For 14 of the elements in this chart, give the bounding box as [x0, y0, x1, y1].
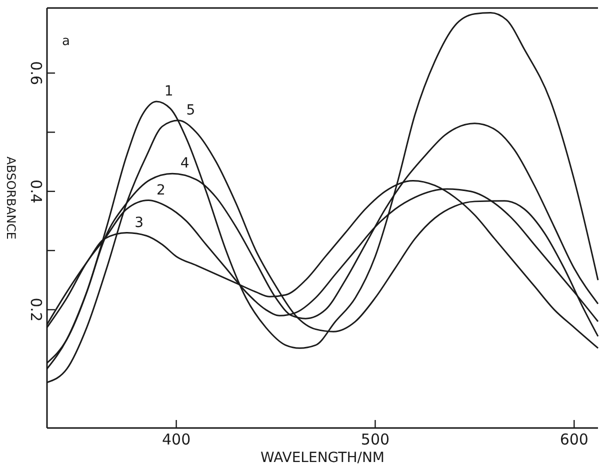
x-axis-title: WAVELENGTH/NM [260, 450, 384, 466]
series-label: 5 [186, 102, 196, 118]
series-label: 2 [156, 182, 166, 198]
series-label: 4 [180, 156, 190, 172]
series-label: 3 [134, 214, 144, 231]
y-tick-label: 0.4 [27, 179, 45, 204]
y-axis-title: ABSORBANCE [4, 156, 18, 240]
y-tick-label: 0.6 [27, 61, 45, 85]
y-tick-label: 0.2 [27, 298, 45, 322]
series-label: 1 [164, 83, 174, 100]
annotation: a [62, 34, 70, 49]
x-tick-label: 600 [560, 430, 588, 449]
x-tick-label: 500 [360, 430, 390, 449]
x-tick-label: 400 [162, 430, 191, 449]
